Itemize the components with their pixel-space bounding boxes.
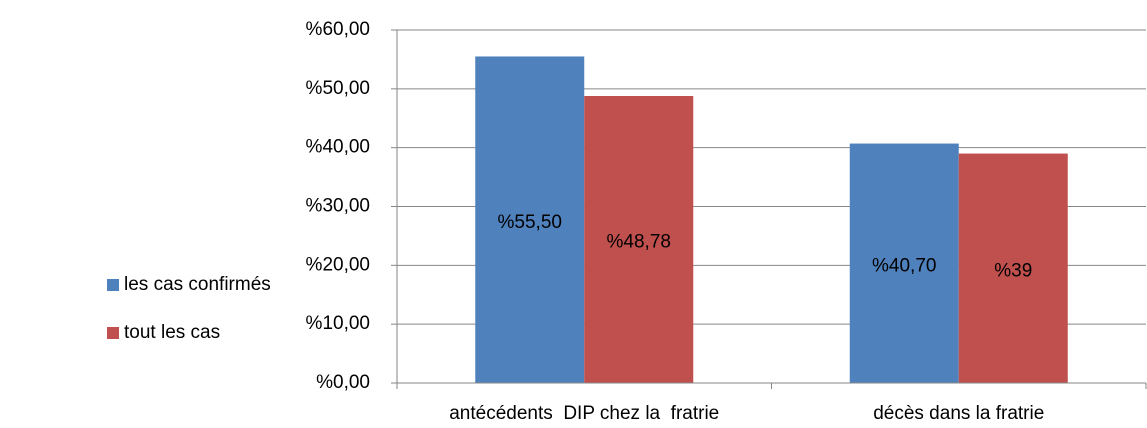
data-label: %48,78: [607, 232, 671, 253]
y-tick-label: %60,00: [306, 19, 370, 40]
x-tick-label: décès dans la fratrie: [873, 403, 1044, 424]
data-label: %39: [994, 260, 1032, 281]
y-tick-label: %0,00: [316, 372, 370, 393]
data-label: %55,50: [498, 212, 562, 233]
legend-swatch: [107, 279, 119, 291]
y-tick-label: %50,00: [306, 78, 370, 99]
bar: [584, 96, 694, 384]
y-tick-label: %10,00: [306, 313, 370, 334]
bar: [475, 56, 585, 383]
data-label: %40,70: [872, 255, 936, 276]
legend-swatch: [107, 327, 119, 339]
y-tick-label: %30,00: [306, 196, 370, 217]
legend-label: les cas confirmés: [124, 274, 271, 295]
x-tick-label: antécédents DIP chez la fratrie: [449, 403, 719, 424]
y-tick-label: %20,00: [306, 254, 370, 275]
bar: [958, 153, 1068, 383]
legend-label: tout les cas: [124, 322, 220, 343]
bar: [849, 143, 959, 383]
y-tick-label: %40,00: [306, 137, 370, 158]
